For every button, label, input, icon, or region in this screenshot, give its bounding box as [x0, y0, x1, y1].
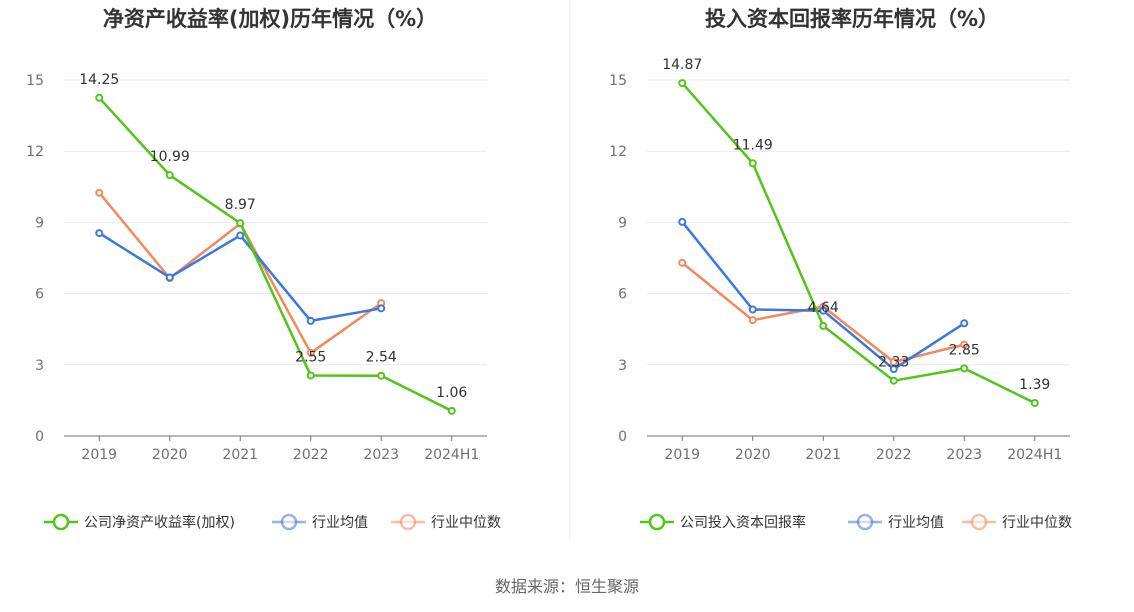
y-tick-label: 0: [618, 429, 627, 445]
y-tick-label: 6: [618, 287, 627, 303]
legend-label: 行业中位数: [431, 515, 501, 531]
data-point: [95, 93, 104, 102]
series-line: [98, 96, 453, 412]
data-point: [960, 364, 969, 373]
data-point: [960, 340, 969, 349]
data-label: 10.99: [150, 149, 190, 165]
series-line: [98, 191, 382, 355]
data-point: [95, 188, 104, 197]
x-tick-label: 2019: [664, 447, 700, 463]
data-point: [1030, 399, 1039, 408]
source-note: 数据来源：恒生聚源: [495, 577, 639, 596]
data-label: 14.25: [79, 72, 119, 88]
data-point: [819, 306, 828, 315]
legend-swatch-marker: [856, 513, 874, 531]
y-tick-label: 6: [35, 287, 44, 303]
series-line: [681, 221, 965, 371]
data-point: [377, 371, 386, 380]
y-tick-label: 9: [618, 215, 627, 231]
data-point: [165, 171, 174, 180]
x-tick-label: 2023: [946, 447, 982, 463]
legend-item: 行业中位数: [391, 513, 501, 531]
data-point: [95, 229, 104, 238]
y-tick-label: 15: [26, 73, 44, 89]
x-tick-label: 2022: [876, 447, 912, 463]
x-tick-label: 2021: [805, 447, 841, 463]
data-point: [889, 357, 898, 366]
data-label: 2.54: [366, 350, 397, 366]
data-point: [960, 319, 969, 328]
legend-swatch-marker: [52, 513, 70, 531]
data-point: [748, 305, 757, 314]
x-tick-label: 2024H1: [424, 447, 479, 463]
legend-swatch-marker: [280, 513, 298, 531]
data-label: 2.55: [295, 349, 326, 365]
legend-item: 行业中位数: [962, 513, 1072, 531]
legend-label: 行业均值: [312, 515, 368, 531]
data-point: [236, 219, 245, 228]
data-point: [678, 217, 687, 226]
series-line: [681, 82, 1036, 405]
series-line: [98, 232, 382, 323]
roic-chart-panel: 投入资本回报率历年情况（%） 0 3 6 9 12 15 2019 2020 2021 2022 20…: [609, 7, 1072, 531]
y-tick-label: 0: [35, 429, 44, 445]
legend-label: 行业均值: [888, 515, 944, 531]
data-label: 1.39: [1019, 377, 1050, 393]
chart-title: 投入资本回报率历年情况（%）: [705, 7, 999, 31]
legend-swatch-marker: [399, 513, 417, 531]
data-label: 1.06: [436, 385, 467, 401]
x-tick-label: 2019: [81, 447, 117, 463]
legend-label: 公司净资产收益率(加权): [84, 514, 235, 531]
legend-item: 公司净资产收益率(加权): [44, 513, 235, 531]
data-point: [306, 316, 315, 325]
y-tick-label: 15: [609, 73, 627, 89]
legend-item: 公司投入资本回报率: [640, 513, 806, 531]
legend-item: 行业均值: [848, 513, 944, 531]
x-tick-label: 2023: [363, 447, 399, 463]
legend-swatch-marker: [648, 513, 666, 531]
data-point: [748, 316, 757, 325]
y-tick-label: 3: [618, 358, 627, 374]
data-point: [748, 159, 757, 168]
data-label: 4.64: [808, 300, 839, 316]
x-tick-label: 2020: [152, 447, 188, 463]
data-point: [377, 304, 386, 313]
data-label: 14.87: [662, 57, 702, 73]
data-point: [447, 406, 456, 415]
data-point: [306, 348, 315, 357]
legend-label: 公司投入资本回报率: [680, 514, 806, 531]
data-point: [819, 321, 828, 330]
data-point: [678, 258, 687, 267]
legend-item: 行业均值: [272, 513, 368, 531]
data-point: [165, 273, 174, 282]
data-point: [889, 376, 898, 385]
chart-title: 净资产收益率(加权)历年情况（%）: [103, 7, 437, 31]
x-tick-label: 2020: [735, 447, 771, 463]
y-tick-label: 12: [26, 144, 44, 160]
y-tick-label: 9: [35, 215, 44, 231]
y-tick-label: 3: [35, 358, 44, 374]
data-label: 11.49: [733, 137, 773, 153]
legend-label: 行业中位数: [1002, 515, 1072, 531]
data-point: [306, 371, 315, 380]
data-point: [678, 79, 687, 88]
y-tick-label: 12: [609, 144, 627, 160]
roe-chart-panel: 净资产收益率(加权)历年情况（%） 0 3 6 9 12 15 2019 2020 2021 202…: [26, 7, 501, 531]
legend-swatch-marker: [970, 513, 988, 531]
x-tick-label: 2024H1: [1007, 447, 1062, 463]
data-point: [236, 231, 245, 240]
data-label: 2.33: [878, 355, 909, 371]
x-tick-label: 2021: [222, 447, 258, 463]
x-tick-label: 2022: [293, 447, 329, 463]
data-label: 8.97: [225, 197, 256, 213]
data-label: 2.85: [949, 342, 980, 358]
data-point: [889, 365, 898, 374]
